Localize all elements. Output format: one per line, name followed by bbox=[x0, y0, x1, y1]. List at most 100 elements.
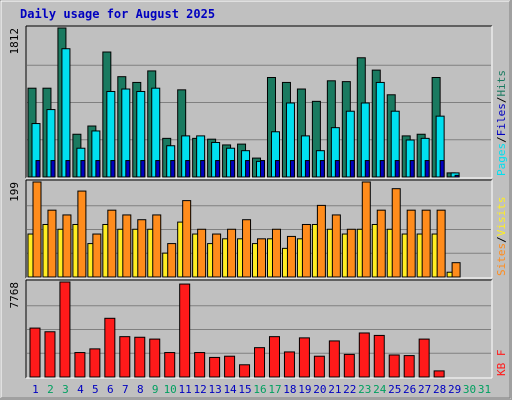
bar-pages-day-17 bbox=[274, 160, 280, 178]
bar-pages-day-22 bbox=[349, 160, 355, 178]
bar-sites-day-25 bbox=[391, 188, 401, 278]
bar-pages-day-5 bbox=[95, 160, 101, 178]
bar-sites-day-13 bbox=[212, 233, 222, 278]
bar-pages-day-12 bbox=[200, 160, 206, 178]
bar-kb-f-day-11 bbox=[179, 283, 191, 378]
bar-sites-day-6 bbox=[107, 209, 117, 278]
x-label-day-9: 9 bbox=[152, 383, 159, 396]
bar-sites-day-15 bbox=[242, 219, 252, 278]
x-axis-labels: 1 2 3 4 5 6 7 8 9 10 11 12 13 14 15 16 17 18 19 20 21 22 23 24 2… bbox=[32, 383, 491, 396]
bar-kb-f-day-5 bbox=[89, 348, 101, 378]
bar-pages-day-29 bbox=[454, 174, 460, 178]
x-label-day-18: 18 bbox=[283, 383, 296, 396]
x-label-day-26: 26 bbox=[403, 383, 416, 396]
x-label-day-6: 6 bbox=[107, 383, 114, 396]
x-label-day-25: 25 bbox=[388, 383, 401, 396]
legend: KB F bbox=[495, 350, 508, 377]
bar-pages-day-10 bbox=[170, 160, 176, 178]
bar-kb-f-day-25 bbox=[388, 354, 400, 378]
bar-kb-f-day-18 bbox=[283, 351, 295, 378]
bar-kb-f-day-13 bbox=[209, 356, 221, 378]
bar-sites-day-27 bbox=[421, 209, 431, 278]
bar-pages-day-21 bbox=[334, 160, 340, 178]
x-label-day-31: 31 bbox=[478, 383, 491, 396]
chart-panels: 1812Pages/Files/Hits199Sites/Visits7768K… bbox=[8, 25, 508, 379]
x-label-day-10: 10 bbox=[164, 383, 177, 396]
bar-pages-day-27 bbox=[424, 160, 430, 178]
x-label-day-21: 21 bbox=[328, 383, 341, 396]
panel-3: 7768 KB F bbox=[8, 279, 508, 379]
bar-pages-day-7 bbox=[125, 160, 131, 178]
bar-sites-day-17 bbox=[271, 228, 281, 278]
bar-sites-day-8 bbox=[137, 219, 147, 278]
bar-pages-day-14 bbox=[230, 160, 236, 178]
bar-sites-day-23 bbox=[361, 181, 371, 278]
bar-pages-day-18 bbox=[289, 160, 295, 178]
x-label-day-20: 20 bbox=[313, 383, 326, 396]
scale-label: 1812 bbox=[8, 28, 21, 55]
bar-kb-f-day-17 bbox=[268, 336, 280, 378]
bar-kb-f-day-6 bbox=[104, 317, 116, 378]
x-label-day-1: 1 bbox=[32, 383, 39, 396]
bar-pages-day-9 bbox=[155, 160, 161, 178]
bar-sites-day-21 bbox=[331, 214, 341, 278]
bar-sites-day-11 bbox=[182, 200, 192, 278]
legend-separator: / bbox=[495, 97, 508, 104]
bar-sites-day-12 bbox=[197, 228, 207, 278]
bar-kb-f-day-26 bbox=[403, 355, 415, 378]
x-label-day-30: 30 bbox=[463, 383, 476, 396]
x-label-day-17: 17 bbox=[268, 383, 281, 396]
x-label-day-22: 22 bbox=[343, 383, 356, 396]
bar-kb-f-day-21 bbox=[328, 340, 340, 378]
bar-kb-f-day-7 bbox=[119, 336, 131, 378]
bar-sites-day-28 bbox=[436, 209, 446, 278]
legend-separator: / bbox=[495, 136, 508, 143]
bar-kb-f-day-28 bbox=[433, 370, 445, 378]
bar-sites-day-22 bbox=[346, 228, 356, 278]
bar-files-day-3 bbox=[61, 48, 71, 178]
x-label-day-12: 12 bbox=[194, 383, 207, 396]
x-label-day-19: 19 bbox=[298, 383, 311, 396]
bar-kb-f-day-19 bbox=[298, 337, 310, 378]
x-label-day-16: 16 bbox=[253, 383, 266, 396]
bar-sites-day-19 bbox=[301, 223, 311, 278]
bar-pages-day-1 bbox=[35, 160, 41, 178]
bar-sites-day-14 bbox=[227, 228, 237, 278]
bar-kb-f-day-14 bbox=[224, 355, 236, 378]
bar-pages-day-13 bbox=[215, 160, 221, 178]
bar-kb-f-day-8 bbox=[134, 336, 146, 378]
x-label-day-24: 24 bbox=[373, 383, 387, 396]
bar-pages-day-6 bbox=[110, 160, 116, 178]
bar-kb-f-day-1 bbox=[29, 327, 41, 378]
scale-label: 199 bbox=[8, 182, 21, 202]
x-label-day-29: 29 bbox=[448, 383, 461, 396]
bar-sites-day-18 bbox=[286, 235, 296, 278]
x-label-day-15: 15 bbox=[238, 383, 251, 396]
bar-sites-day-3 bbox=[62, 214, 72, 278]
bar-kb-f-day-23 bbox=[358, 332, 370, 378]
x-label-day-28: 28 bbox=[433, 383, 446, 396]
bar-kb-f-day-27 bbox=[418, 338, 430, 378]
legend-entry-hits: Hits bbox=[495, 70, 508, 97]
x-label-day-2: 2 bbox=[47, 383, 54, 396]
bar-pages-day-26 bbox=[409, 160, 415, 178]
x-label-day-27: 27 bbox=[418, 383, 431, 396]
bar-pages-day-2 bbox=[50, 160, 56, 178]
panel-2: 199 Sites/Visits bbox=[8, 179, 508, 279]
x-label-day-7: 7 bbox=[122, 383, 129, 396]
x-label-day-3: 3 bbox=[62, 383, 69, 396]
x-label-day-5: 5 bbox=[92, 383, 99, 396]
bar-sites-day-24 bbox=[376, 209, 386, 278]
legend-entry-pages: Pages bbox=[495, 143, 508, 176]
bar-sites-day-29 bbox=[451, 262, 461, 278]
bar-pages-day-16 bbox=[260, 160, 266, 178]
bar-kb-f-day-22 bbox=[343, 353, 355, 378]
bar-pages-day-25 bbox=[394, 160, 400, 178]
bar-kb-f-day-20 bbox=[313, 355, 325, 378]
bar-sites-day-4 bbox=[77, 190, 87, 278]
bar-kb-f-day-2 bbox=[44, 331, 56, 378]
bar-sites-day-9 bbox=[152, 214, 162, 278]
bar-sites-day-16 bbox=[257, 238, 267, 278]
